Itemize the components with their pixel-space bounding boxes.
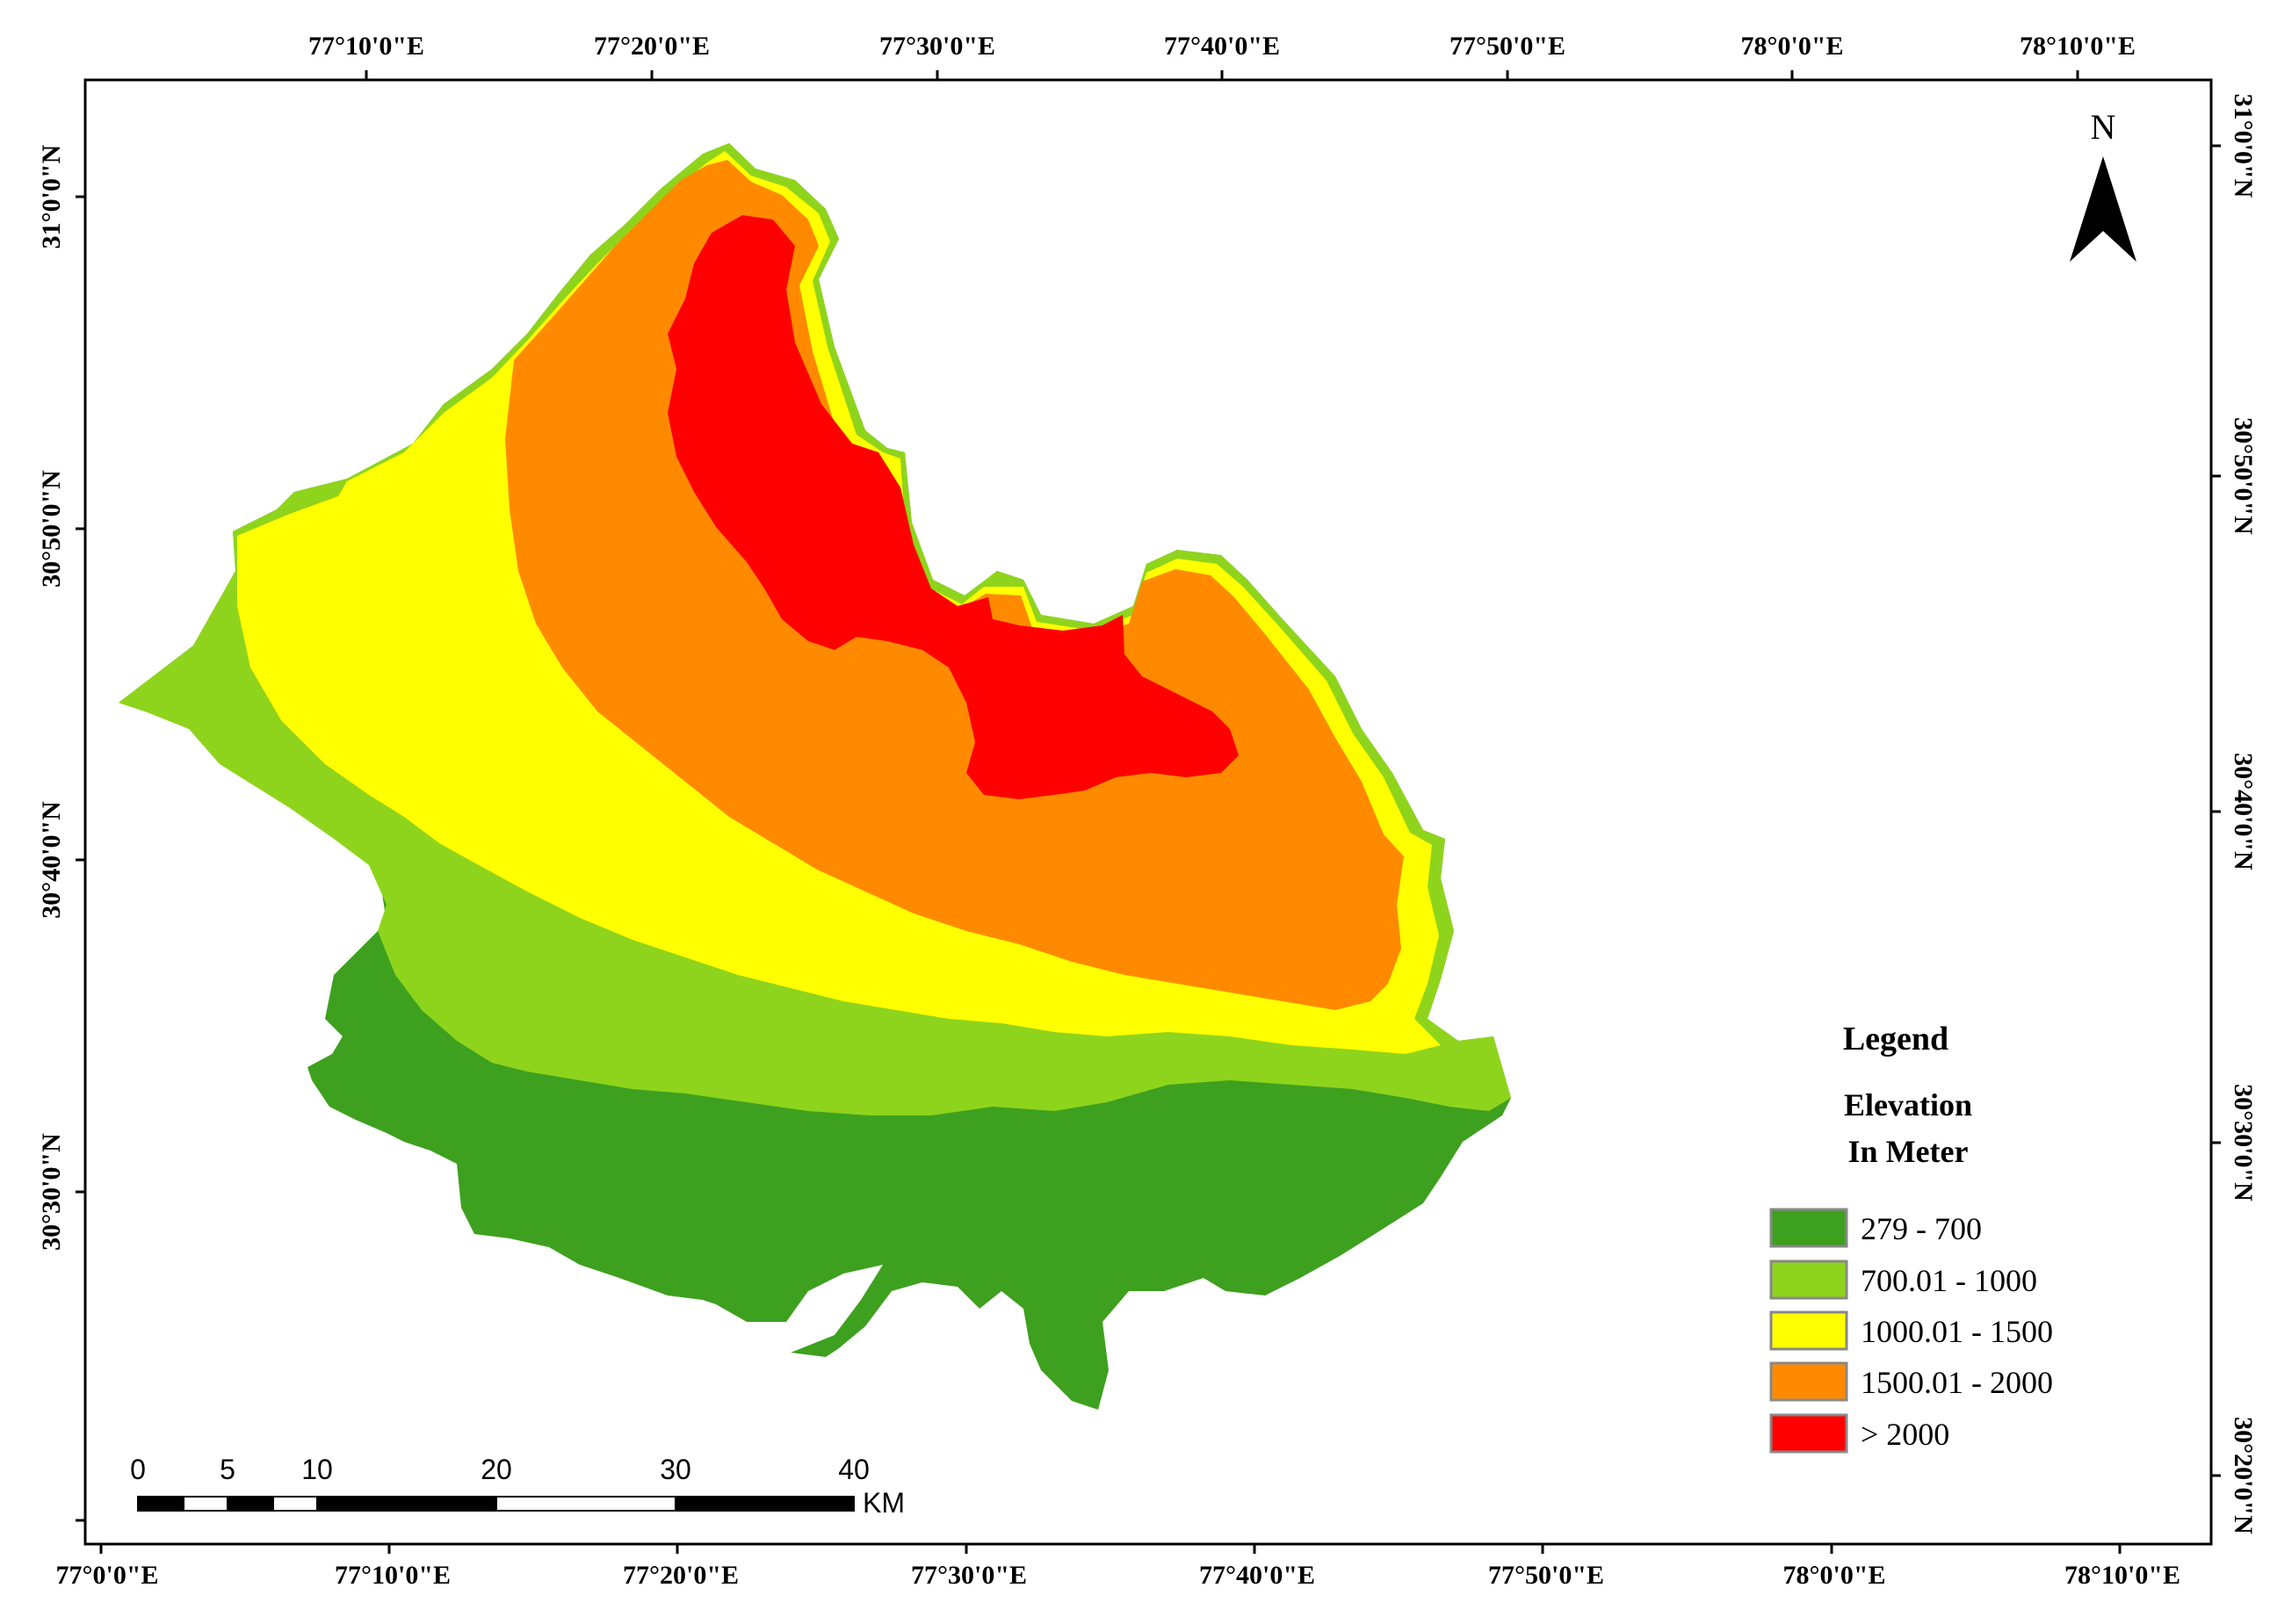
north-label: N	[2091, 107, 2116, 147]
bottom-lon-label: 77°30'0"E	[911, 1561, 1027, 1590]
legend: Legend Elevation In Meter 279 - 700 700.…	[1769, 1021, 2053, 1454]
legend-label: 700.01 - 1000	[1861, 1263, 2037, 1298]
bottom-lon-label: 77°40'0"E	[1199, 1561, 1315, 1590]
scale-unit: KM	[863, 1487, 905, 1519]
legend-swatch	[1769, 1208, 1848, 1248]
right-latitude-labels: 31°0'0"N 30°50'0"N 30°40'0"N 30°30'0"N 3…	[2229, 94, 2258, 1534]
legend-label: 279 - 700	[1861, 1211, 1982, 1246]
bottom-lon-label: 77°0'0"E	[56, 1561, 159, 1590]
legend-swatch	[1769, 1361, 1848, 1402]
top-tick-marks	[365, 70, 2079, 80]
legend-label: > 2000	[1861, 1417, 1949, 1452]
bottom-tick-marks	[99, 1544, 2122, 1554]
right-lat-label: 30°30'0"N	[2229, 1084, 2258, 1202]
left-lat-label: 30°40'0"N	[37, 801, 66, 919]
legend-subtitle-line2: In Meter	[1848, 1134, 1969, 1169]
scale-segment	[316, 1496, 497, 1512]
left-latitude-labels: 31°0'0"N 30°50'0"N 30°40'0"N 30°30'0"N	[37, 144, 66, 1250]
top-lon-label: 77°30'0"E	[879, 32, 995, 61]
scale-label: 30	[660, 1454, 691, 1485]
scale-bar: 0 5 10 20 30 40 KM	[130, 1454, 905, 1519]
north-arrow-icon	[2070, 156, 2136, 262]
elevation-band-above-2000	[668, 215, 1239, 799]
top-lon-label: 78°10'0"E	[2020, 32, 2136, 61]
legend-swatch	[1769, 1260, 1848, 1300]
top-lon-label: 77°40'0"E	[1164, 32, 1280, 61]
bottom-lon-label: 78°10'0"E	[2064, 1561, 2180, 1590]
scale-segment	[675, 1496, 855, 1512]
scale-segment	[272, 1496, 318, 1512]
bottom-lon-label: 77°20'0"E	[623, 1561, 739, 1590]
top-lon-label: 77°20'0"E	[594, 32, 710, 61]
right-lat-label: 30°40'0"N	[2229, 753, 2258, 870]
scale-segment	[183, 1496, 228, 1512]
legend-subtitle-line1: Elevation	[1844, 1087, 1972, 1122]
top-longitude-labels: 77°10'0"E 77°20'0"E 77°30'0"E 77°40'0"E …	[308, 32, 2136, 61]
left-lat-label: 30°30'0"N	[37, 1133, 66, 1251]
scale-label: 20	[481, 1454, 512, 1485]
right-lat-label: 30°20'0"N	[2229, 1417, 2258, 1534]
right-lat-label: 30°50'0"N	[2229, 417, 2258, 535]
elevation-region	[119, 143, 1511, 1410]
bottom-longitude-labels: 77°0'0"E 77°10'0"E 77°20'0"E 77°30'0"E 7…	[56, 1561, 2181, 1590]
top-lon-label: 77°10'0"E	[308, 32, 424, 61]
scale-segment	[137, 1496, 184, 1512]
legend-label: 1500.01 - 2000	[1861, 1365, 2053, 1400]
right-lat-label: 31°0'0"N	[2229, 94, 2258, 198]
bottom-lon-label: 77°50'0"E	[1488, 1561, 1604, 1590]
top-lon-label: 78°0'0"E	[1741, 32, 1844, 61]
left-tick-marks	[76, 195, 85, 1522]
scale-segment	[495, 1496, 676, 1512]
legend-swatch	[1769, 1413, 1848, 1454]
scale-segment	[227, 1496, 274, 1512]
scale-label: 5	[220, 1454, 235, 1485]
right-tick-marks	[2211, 144, 2221, 1477]
bottom-lon-label: 78°0'0"E	[1783, 1561, 1886, 1590]
top-lon-label: 77°50'0"E	[1449, 32, 1565, 61]
legend-swatch	[1769, 1310, 1848, 1351]
left-lat-label: 31°0'0"N	[37, 144, 66, 249]
north-arrow: N	[2070, 107, 2136, 262]
legend-label: 1000.01 - 1500	[1861, 1314, 2053, 1349]
bottom-lon-label: 77°10'0"E	[335, 1561, 451, 1590]
left-lat-label: 30°50'0"N	[37, 470, 66, 588]
scale-label: 40	[838, 1454, 870, 1485]
scale-label: 10	[301, 1454, 333, 1485]
scale-label: 0	[130, 1454, 146, 1485]
legend-title: Legend	[1843, 1021, 1948, 1057]
